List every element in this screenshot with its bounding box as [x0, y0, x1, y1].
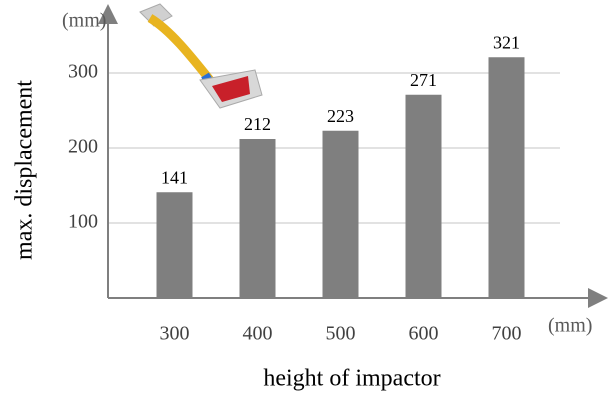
x-tick-label: 500	[326, 323, 356, 345]
bar	[489, 57, 525, 298]
bar	[157, 192, 193, 298]
value-label: 212	[244, 114, 271, 134]
value-label: 223	[327, 106, 354, 126]
value-label: 321	[493, 32, 520, 52]
x-tick-label: 400	[243, 323, 273, 345]
bar	[323, 131, 359, 298]
x-tick-label: 300	[160, 323, 190, 345]
x-unit: (mm)	[548, 315, 592, 337]
impactor-illustration	[140, 4, 262, 108]
x-tick-label: 600	[409, 323, 439, 345]
y-tick-label: 200	[68, 136, 98, 158]
y-tick-label: 300	[68, 61, 98, 83]
chart: 100200300300141400212500223600271700321 …	[0, 0, 609, 397]
y-unit: (mm)	[62, 10, 106, 32]
bar	[240, 139, 276, 298]
y-axis-title: max. displacement	[12, 80, 38, 260]
y-tick-label: 100	[68, 211, 98, 233]
value-label: 141	[161, 167, 188, 187]
bar	[406, 95, 442, 298]
x-tick-label: 700	[492, 323, 522, 345]
value-label: 271	[410, 70, 437, 90]
x-axis-title: height of impactor	[263, 366, 440, 392]
